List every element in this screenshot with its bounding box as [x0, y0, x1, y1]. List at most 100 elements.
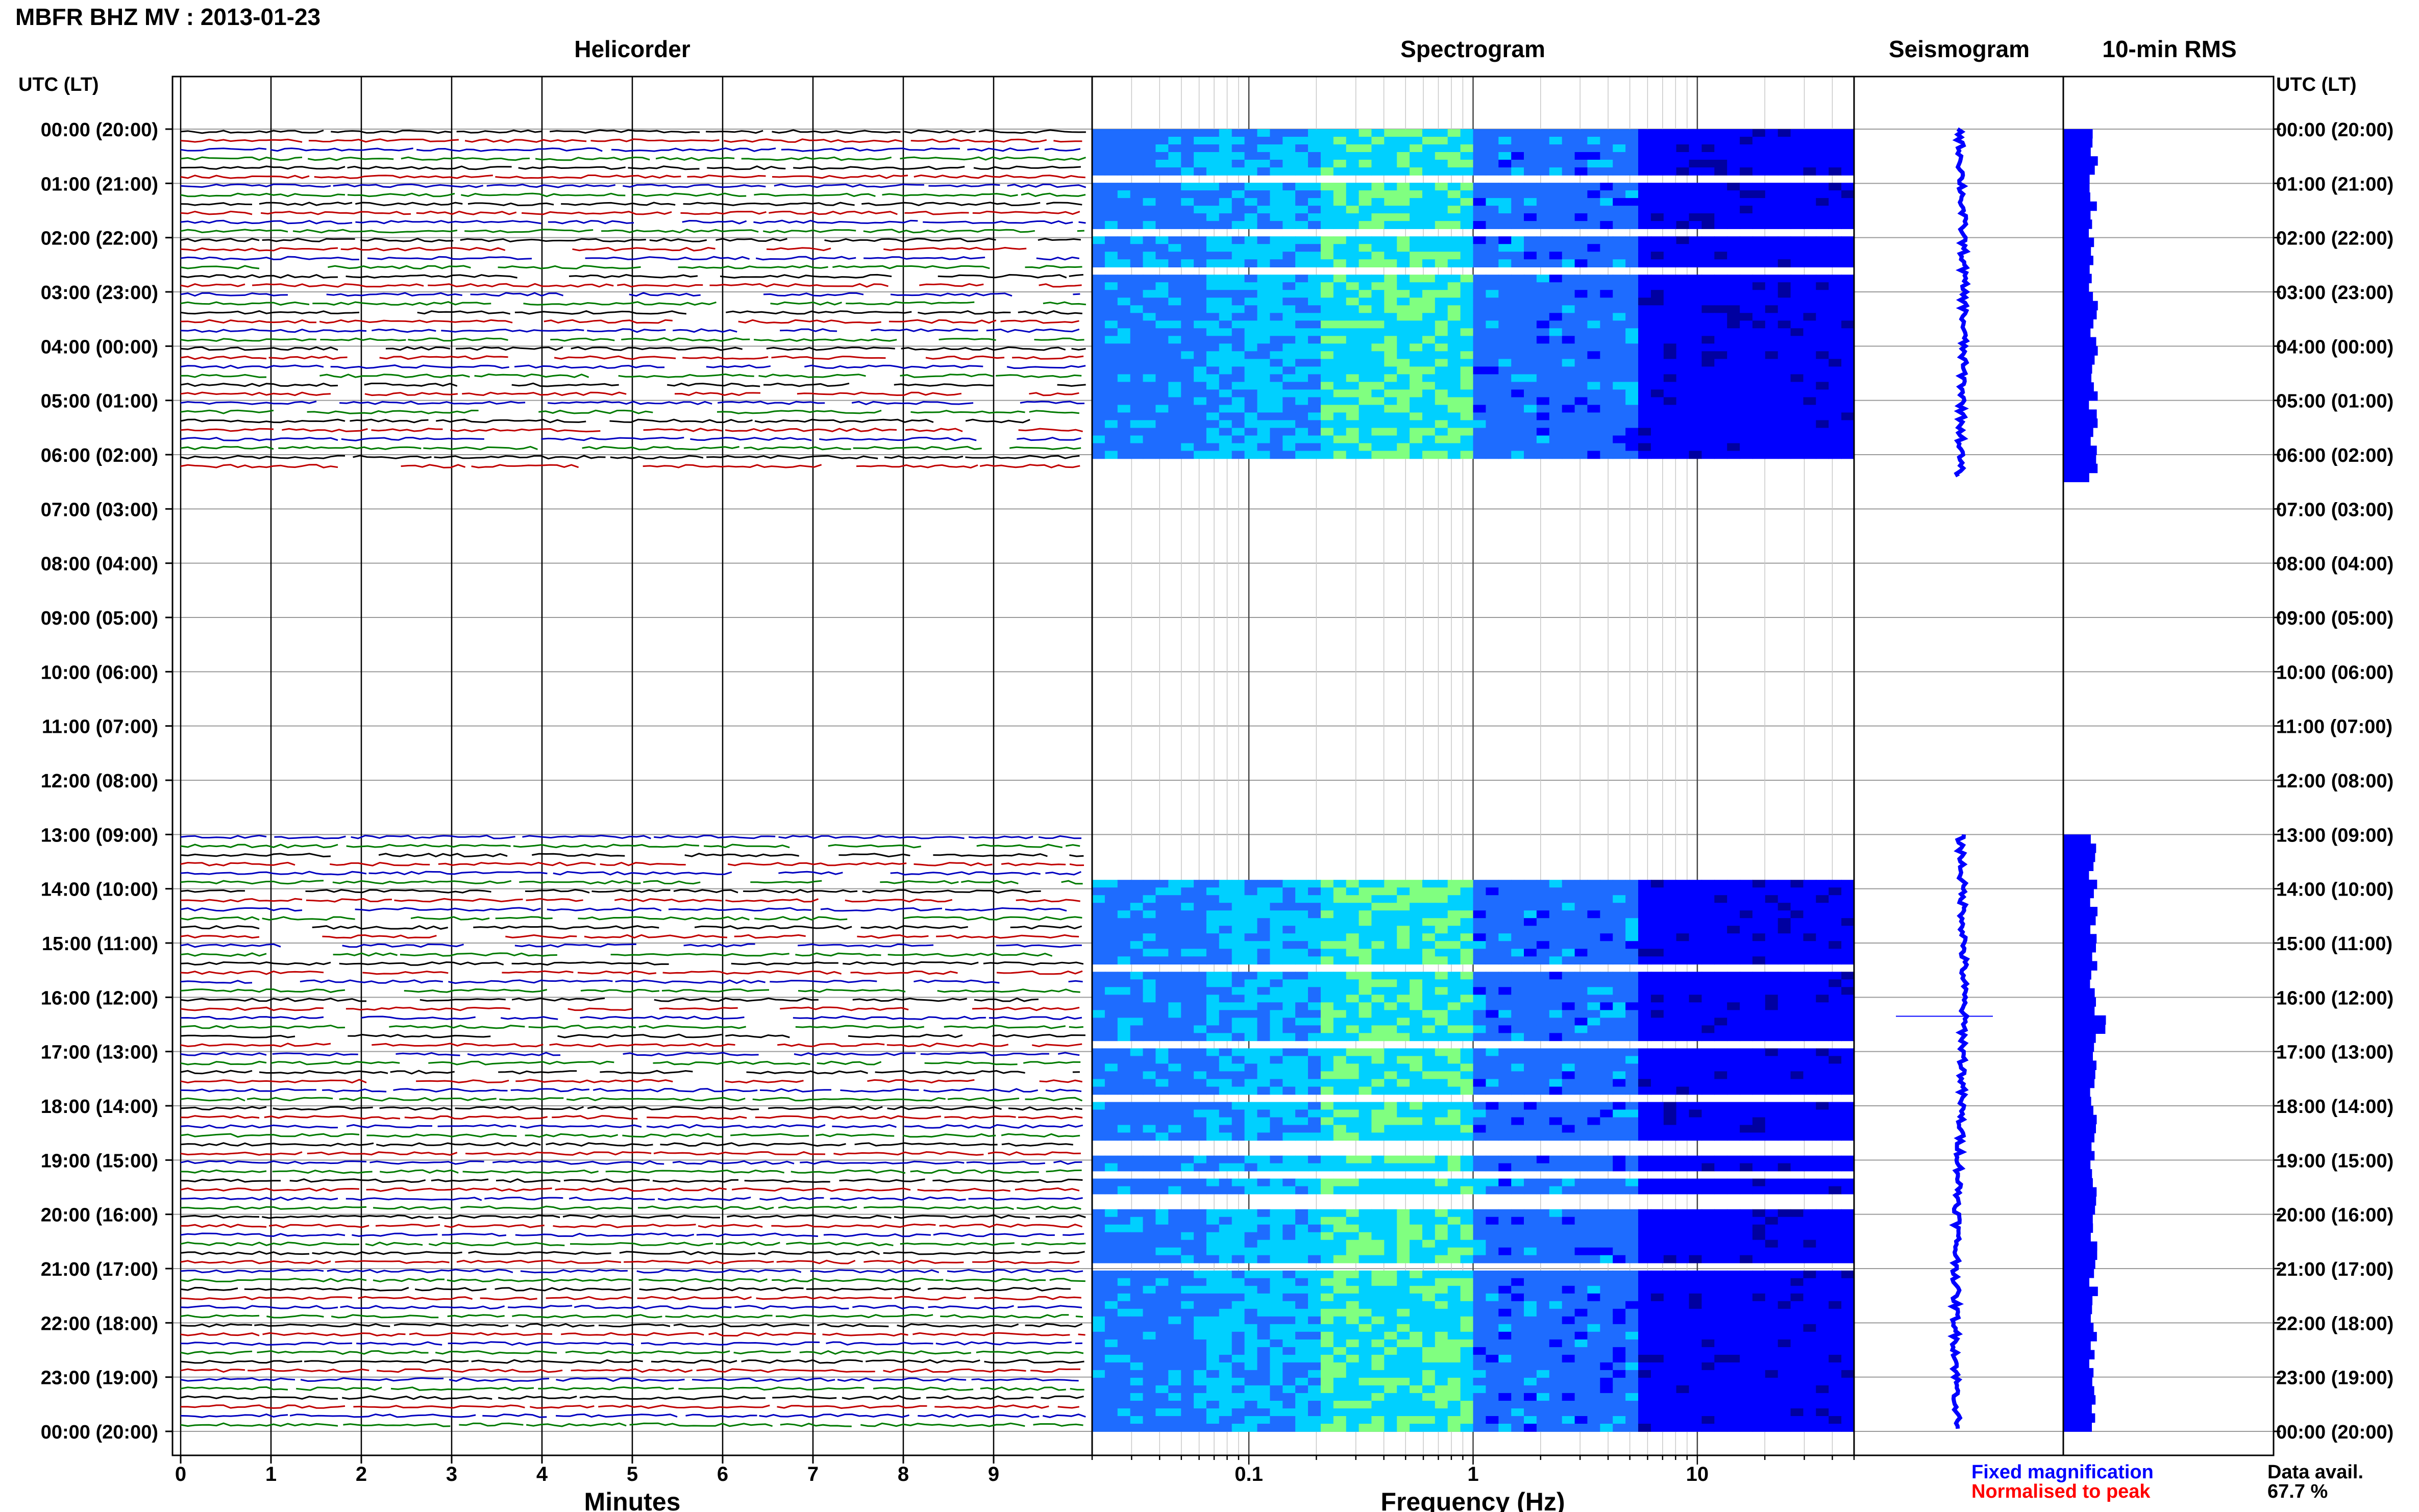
spectrogram-cell: [1473, 282, 1487, 290]
spectrogram-cell: [1104, 1109, 1118, 1118]
spectrogram-cell: [1460, 320, 1474, 329]
spectrogram-cell: [1613, 949, 1626, 957]
spectrogram-cell: [1511, 1232, 1524, 1241]
spectrogram-cell: [1117, 198, 1131, 206]
spectrogram-cell: [1194, 236, 1207, 244]
spectrogram-cell: [1676, 1224, 1690, 1233]
spectrogram-cell: [1638, 366, 1651, 375]
spectrogram-cell: [1219, 1186, 1232, 1195]
spectrogram-cell: [1625, 190, 1639, 199]
spectrogram-cell: [1511, 213, 1524, 221]
spectrogram-cell: [1435, 397, 1448, 406]
spectrogram-cell: [1587, 1132, 1601, 1141]
spectrogram-cell: [1638, 895, 1651, 903]
spectrogram-cell: [1359, 1117, 1372, 1126]
spectrogram-cell: [1359, 244, 1372, 252]
spectrogram-cell: [1778, 987, 1791, 996]
spectrogram-cell: [1740, 933, 1753, 941]
spectrogram-cell: [1231, 397, 1245, 406]
spectrogram-cell: [1714, 320, 1727, 329]
spectrogram-cell: [1498, 1048, 1512, 1057]
spectrogram-cell: [1333, 933, 1347, 941]
spectrogram-cell: [1231, 1163, 1245, 1172]
spectrogram-cell: [1231, 343, 1245, 352]
spectrogram-cell: [1104, 144, 1118, 153]
spectrogram-cell: [1270, 1155, 1283, 1164]
spectrogram-cell: [1346, 1132, 1360, 1141]
spectrogram-cell: [1194, 1071, 1207, 1080]
spectrogram-cell: [1104, 313, 1118, 321]
spectrogram-cell: [1625, 933, 1639, 941]
spectrogram-cell: [1244, 374, 1258, 383]
spectrogram-cell: [1689, 336, 1702, 344]
spectrogram-cell: [1130, 213, 1144, 221]
spectrogram-cell: [1295, 926, 1309, 934]
spectrogram-cell: [1562, 1086, 1575, 1095]
spectrogram-cell: [1130, 941, 1144, 949]
spectrogram-cell: [1092, 1232, 1105, 1241]
spectrogram-cell: [1536, 221, 1550, 229]
spectrogram-cell: [1384, 941, 1397, 949]
spectrogram-cell: [1790, 206, 1804, 214]
spectrogram-cell: [1295, 152, 1309, 160]
spectrogram-cell: [1574, 137, 1588, 145]
spectrogram-cell: [1143, 1109, 1156, 1118]
spectrogram-cell: [1397, 1178, 1410, 1187]
spectrogram-cell: [1778, 290, 1791, 298]
spectrogram-cell: [1574, 213, 1588, 221]
helicorder-trace-line: [180, 1422, 1083, 1427]
spectrogram-cell: [1701, 880, 1715, 888]
spectrogram-cell: [1143, 1063, 1156, 1072]
spectrogram-cell: [1778, 972, 1791, 980]
spectrogram-cell: [1803, 1186, 1817, 1195]
spectrogram-cell: [1714, 336, 1727, 344]
spectrogram-cell: [1587, 198, 1601, 206]
spectrogram-cell: [1727, 152, 1740, 160]
spectrogram-cell: [1524, 1163, 1537, 1172]
spectrogram-cell: [1168, 1002, 1181, 1011]
spectrogram-cell: [1740, 1163, 1753, 1172]
spectrogram-cell: [1600, 1002, 1613, 1011]
spectrogram-cell: [1638, 941, 1651, 949]
spectrogram-cell: [1092, 1079, 1105, 1087]
spectrogram-cell: [1155, 1063, 1169, 1072]
helicorder-trace-line: [180, 1368, 1081, 1373]
spectrogram-cell: [1625, 290, 1639, 298]
spectrogram-cell: [1320, 987, 1334, 996]
spectrogram-cell: [1295, 1232, 1309, 1241]
spectrogram-cell: [1689, 1086, 1702, 1095]
spectrogram-cell: [1168, 1132, 1181, 1141]
spectrogram-cell: [1359, 1002, 1372, 1011]
spectrogram-cell: [1740, 282, 1753, 290]
spectrogram-cell: [1384, 412, 1397, 421]
spectrogram-cell: [1460, 1163, 1474, 1172]
spectrogram-cell: [1219, 275, 1232, 283]
spectrogram-cell: [1486, 903, 1499, 911]
spectrogram-cell: [1117, 244, 1131, 252]
spectrogram-cell: [1270, 451, 1283, 459]
spectrogram-cell: [1663, 374, 1677, 383]
spectrogram-cell: [1625, 1224, 1639, 1233]
spectrogram-cell: [1727, 1063, 1740, 1072]
spectrogram-cell: [1104, 1125, 1118, 1133]
spectrogram-cell: [1562, 1117, 1575, 1126]
spectrogram-cell: [1181, 397, 1194, 406]
spectrogram-cell: [1752, 435, 1766, 444]
spectrogram-cell: [1231, 129, 1245, 137]
spectrogram-cell: [1422, 979, 1436, 988]
spectrogram-cell: [1168, 259, 1181, 267]
spectrogram-cell: [1460, 420, 1474, 429]
spectrogram-cell: [1397, 1010, 1410, 1019]
spectrogram-cell: [1473, 320, 1487, 329]
spectrogram-cell: [1333, 1217, 1347, 1225]
spectrogram-cell: [1460, 1086, 1474, 1095]
spectrogram-cell: [1320, 382, 1334, 390]
spectrogram-cell: [1447, 1125, 1461, 1133]
spectrogram-cell: [1244, 903, 1258, 911]
spectrogram-cell: [1829, 144, 1842, 153]
spectrogram-cell: [1740, 206, 1753, 214]
spectrogram-cell: [1206, 1186, 1220, 1195]
spectrogram-cell: [1320, 1079, 1334, 1087]
spectrogram-cell: [1765, 359, 1779, 367]
spectrogram-cell: [1803, 389, 1817, 398]
